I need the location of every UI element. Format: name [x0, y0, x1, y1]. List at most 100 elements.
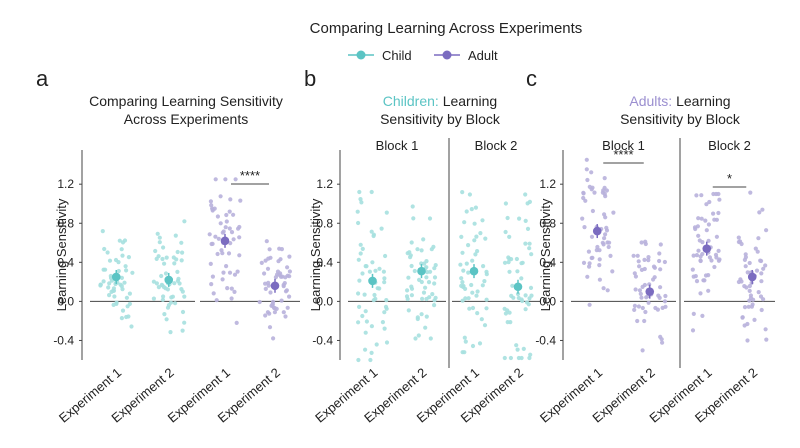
data-point [235, 269, 240, 274]
data-point [604, 188, 610, 193]
data-point [126, 255, 131, 260]
data-point [228, 241, 233, 246]
data-point [709, 258, 714, 263]
y-axis-label: Learning Sensitivity [54, 198, 69, 311]
data-point [267, 325, 273, 330]
data-point [384, 298, 389, 303]
data-point [764, 228, 769, 233]
data-point [502, 260, 508, 265]
data-point [214, 298, 219, 303]
data-point [157, 240, 162, 245]
data-point [706, 222, 712, 227]
data-point [458, 262, 463, 267]
data-point [587, 264, 592, 269]
data-point [656, 293, 661, 298]
data-point [409, 293, 414, 298]
panel-title-line2: Sensitivity by Block [380, 111, 501, 127]
y-tick-label: 0.0 [316, 294, 333, 308]
data-point [763, 263, 768, 268]
data-point [520, 298, 525, 304]
significance-label: * [727, 171, 732, 186]
data-point [523, 192, 528, 197]
data-point [717, 197, 722, 202]
data-point [693, 226, 698, 232]
data-point [173, 233, 178, 238]
data-point [753, 246, 758, 251]
data-point [283, 314, 288, 319]
panel-letter: c [526, 66, 537, 91]
data-point [272, 310, 277, 315]
data-point [164, 317, 169, 322]
data-point [415, 247, 420, 252]
data-point [432, 275, 438, 280]
data-point [642, 266, 647, 272]
data-point [519, 355, 524, 361]
data-point [603, 232, 608, 237]
data-point [523, 307, 528, 312]
data-point [231, 212, 236, 217]
data-point [182, 320, 187, 325]
data-point [652, 275, 657, 280]
data-point [482, 323, 488, 328]
data-point [505, 320, 510, 325]
data-point [711, 211, 716, 216]
data-point [478, 231, 483, 236]
data-point [595, 244, 600, 250]
data-point [207, 232, 212, 237]
data-point [502, 355, 507, 361]
data-point [602, 236, 607, 241]
mean-marker [368, 276, 377, 286]
data-point [521, 346, 526, 351]
data-point [281, 282, 286, 287]
data-point [462, 220, 467, 225]
data-point [372, 292, 377, 298]
data-point [285, 265, 290, 270]
data-point [470, 290, 475, 295]
data-point [503, 311, 508, 316]
mean-marker [747, 272, 757, 282]
data-point [170, 294, 175, 299]
data-point [632, 303, 638, 308]
data-point [519, 276, 524, 281]
data-point [119, 247, 124, 252]
data-point [362, 292, 367, 297]
data-point [175, 269, 180, 274]
data-point [587, 302, 592, 307]
data-point [237, 253, 242, 258]
data-point [419, 248, 424, 253]
data-point [662, 259, 668, 265]
data-point [477, 341, 483, 346]
data-point [369, 189, 374, 195]
data-point [716, 210, 721, 216]
data-point [129, 324, 134, 329]
data-point [369, 350, 374, 355]
data-point [123, 264, 128, 269]
data-point [177, 281, 182, 286]
data-point [357, 304, 362, 309]
data-point [419, 312, 424, 317]
data-point [462, 350, 467, 355]
data-point [761, 266, 766, 271]
data-point [479, 317, 484, 322]
y-tick-label: 1.2 [57, 177, 74, 191]
data-point [221, 270, 226, 275]
y-tick-label: -0.4 [312, 333, 333, 347]
data-point [371, 233, 376, 239]
data-point [112, 294, 117, 299]
data-point [161, 245, 166, 250]
data-point [407, 250, 412, 255]
legend: Child Adult [348, 48, 498, 63]
mean-marker [164, 275, 174, 285]
data-point [742, 257, 748, 262]
data-point [212, 206, 217, 211]
data-point [358, 242, 363, 247]
data-point [526, 302, 531, 307]
group-label: Block 1 [376, 138, 419, 153]
data-point [215, 214, 220, 219]
data-point [748, 293, 754, 298]
data-point [208, 199, 213, 204]
data-point [484, 297, 489, 302]
data-point [360, 271, 365, 276]
data-point [173, 301, 178, 306]
data-point [216, 236, 221, 241]
